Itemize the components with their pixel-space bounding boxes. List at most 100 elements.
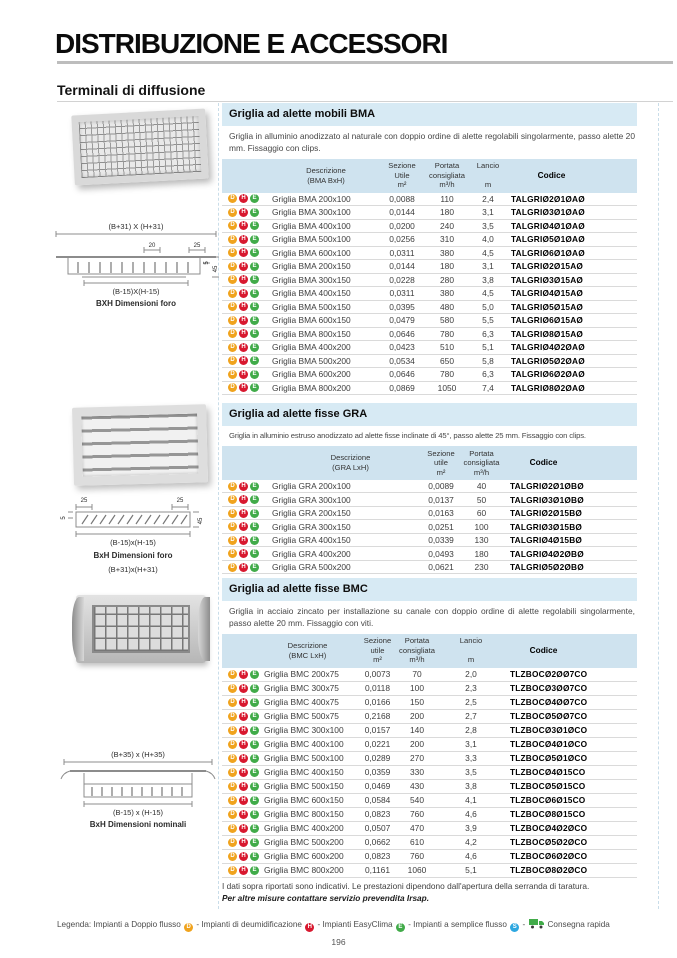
cell-desc: Griglia BMA 500x150: [272, 301, 351, 312]
bma-dim-25: 25: [194, 243, 201, 249]
deumidificazione-icon: H: [239, 753, 248, 763]
cell-desc: Griglia BMC 400x75: [264, 697, 339, 708]
cell-codice: TALGRIØ5Ø1ØAØ: [511, 234, 585, 245]
section-griglia-bmc: Griglia ad alette fisse BMC Griglia in a…: [222, 578, 637, 903]
doppio-flusso-icon: D: [228, 851, 237, 861]
cell-lancio: 5,8: [482, 355, 494, 366]
easyclima-icon: E: [250, 683, 259, 693]
doppio-flusso-icon: D: [228, 697, 237, 707]
table-row: D H E Griglia BMC 500x200 0,0662 610 4,2 TLZBOC…: [222, 836, 637, 850]
bma-hole-dim-label: (B-15)X(H-15): [112, 287, 160, 296]
cell-desc: Griglia BMC 500x100: [264, 753, 344, 764]
easyclima-icon: E: [250, 221, 259, 231]
easyclima-icon: E: [250, 356, 259, 366]
easyclima-icon: E: [250, 302, 259, 312]
doppio-flusso-icon: D: [228, 221, 237, 231]
deumidificazione-icon: H: [239, 711, 248, 721]
cell-codice: TLZBOCØ5Ø2ØCO: [510, 837, 588, 848]
deumidificazione-icon: H: [239, 275, 248, 285]
cell-portata: 130: [474, 535, 489, 546]
cell-desc: Griglia BMA 500x200: [272, 355, 351, 366]
section-griglia-gra: Griglia ad alette fisse GRA Griglia in a…: [222, 403, 637, 575]
cell-sezione: 0,0423: [389, 342, 415, 353]
cell-codice: TALGRIØ8Ø15AØ: [511, 328, 584, 339]
cell-portata: 280: [440, 274, 454, 285]
cell-sezione: 0,0479: [389, 315, 415, 326]
cell-portata: 230: [474, 562, 489, 573]
cell-codice: TLZBOCØ4ØØ7CO: [510, 697, 588, 708]
cell-lancio: 4,6: [465, 809, 477, 820]
cell-lancio: 2,0: [465, 669, 477, 680]
deumidificazione-icon: H: [239, 669, 248, 679]
gra-dim-45: 45: [198, 517, 204, 524]
cell-portata: 110: [440, 193, 454, 204]
doppio-flusso-icon: D: [228, 302, 237, 312]
cell-sezione: 0,0228: [389, 274, 415, 285]
cell-sezione: 0,0163: [428, 508, 454, 519]
doppio-flusso-icon: D: [228, 234, 237, 244]
easyclima-icon: E: [250, 781, 259, 791]
table-body: D H E Griglia BMC 200x75 0,0073 70 2,0 TLZBOCØ2…: [222, 668, 637, 878]
doppio-flusso-icon: D: [228, 823, 237, 833]
cell-portata: 310: [440, 234, 454, 245]
cell-desc: Griglia BMA 200x100: [272, 193, 351, 204]
cell-codice: TALGRIØ5Ø2ØBØ: [510, 562, 584, 573]
table-row: D H E Griglia BMA 500x100 0,0256 310 4,0 TALGRI…: [222, 233, 637, 247]
section-description: Griglia in alluminio anodizzato al natur…: [229, 131, 635, 153]
cell-desc: Griglia BMC 300x100: [264, 725, 344, 736]
cell-sezione: 0,0339: [428, 535, 454, 546]
cell-portata: 780: [440, 369, 454, 380]
cell-lancio: 2,7: [465, 711, 477, 722]
gra-overall-dim-label: (B+31)x(H+31): [108, 565, 158, 574]
easyclima-icon: E: [250, 711, 259, 721]
cell-lancio: 4,1: [465, 795, 477, 806]
section-griglia-bma: Griglia ad alette mobili BMA Griglia in …: [222, 103, 637, 396]
cell-desc: Griglia BMA 600x150: [272, 315, 351, 326]
legend-item-label: Consegna rapida: [547, 920, 610, 929]
table-row: D H E Griglia BMC 400x75 0,0166 150 2,5 TLZBOCØ…: [222, 696, 637, 710]
cell-codice: TALGRIØ3Ø1ØBØ: [510, 494, 584, 505]
cell-sezione: 0,0137: [428, 494, 454, 505]
cell-codice: TLZBOCØ3ØØ7CO: [510, 683, 588, 694]
cell-sezione: 0,0823: [364, 851, 391, 862]
table-row: D H E Griglia BMC 400x150 0,0359 330 3,5 TLZBOC…: [222, 766, 637, 780]
cell-portata: 70: [412, 669, 422, 680]
legend-item-label: Impianti di deumidificazione: [201, 920, 302, 929]
cell-codice: TLZBOCØ5Ø1ØCO: [510, 753, 588, 764]
doppio-flusso-icon: D: [228, 739, 237, 749]
table-row: D H E Griglia BMC 500x100 0,0289 270 3,3 TLZBOC…: [222, 752, 637, 766]
table-row: D H E Griglia BMA 400x200 0,0423 510 5,1 TALGRI…: [222, 341, 637, 355]
cell-codice: TLZBOCØ2ØØ7CO: [510, 669, 588, 680]
cell-desc: Griglia BMC 500x75: [264, 711, 339, 722]
table-row: D H E Griglia BMA 500x150 0,0395 480 5,0 TALGRI…: [222, 301, 637, 315]
cell-portata: 1060: [407, 865, 427, 876]
doppio-flusso-icon: D: [228, 329, 237, 339]
table-row: D H E Griglia BMA 200x100 0,0088 110 2,4 TALGRI…: [222, 193, 637, 207]
table-row: D H E Griglia BMA 300x150 0,0228 280 3,8 TALGRI…: [222, 274, 637, 288]
cell-sezione: 0,0646: [389, 328, 415, 339]
cell-sezione: 0,0157: [364, 725, 391, 736]
bmc-right-flange: [198, 597, 210, 661]
cell-codice: TALGRIØ6Ø2ØAØ: [511, 369, 585, 380]
cell-codice: TALGRIØ6Ø15AØ: [511, 315, 584, 326]
cell-sezione: 0,0166: [364, 697, 391, 708]
bmc-dimension-diagram: (B+35) x (H+35) (B-15) x (H-15) BxH Dime…: [60, 750, 216, 829]
semplice-flusso-icon: S: [510, 923, 520, 932]
doppio-flusso-icon: D: [228, 753, 237, 763]
cell-portata: 150: [410, 697, 424, 708]
cell-desc: Griglia GRA 300x150: [272, 521, 351, 532]
cell-sezione: 0,0493: [428, 548, 454, 559]
bmc-diagram-caption: BxH Dimensioni nominali: [90, 820, 186, 829]
table-row: D H E Griglia BMC 400x200 0,0507 470 3,9 TLZBOC…: [222, 822, 637, 836]
table-body: D H E Griglia BMA 200x100 0,0088 110 2,4 TALGRI…: [222, 193, 637, 396]
bmc-grille-grid: [92, 605, 190, 653]
deumidificazione-icon: H: [239, 683, 248, 693]
